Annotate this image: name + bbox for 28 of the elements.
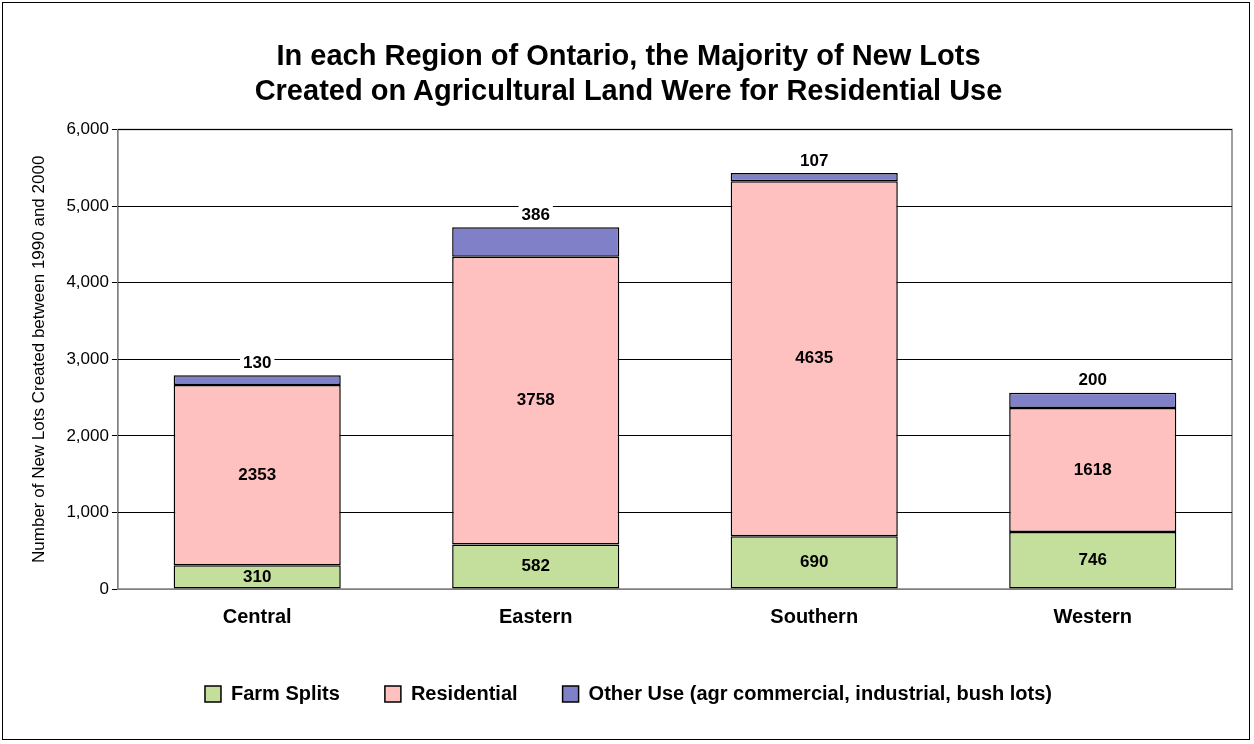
data-label: 582 bbox=[521, 556, 550, 576]
legend-label: Farm Splits bbox=[230, 681, 340, 704]
data-label: 746 bbox=[1078, 549, 1107, 569]
y-tick-label: 4,000 bbox=[66, 272, 109, 292]
data-label: 1618 bbox=[1073, 459, 1112, 479]
legend-label: Residential bbox=[410, 681, 518, 704]
data-label: 4635 bbox=[795, 348, 834, 368]
y-tick-label: 5,000 bbox=[66, 195, 109, 215]
data-label: 130 bbox=[243, 352, 272, 372]
data-label: 386 bbox=[521, 204, 550, 224]
y-tick-label: 2,000 bbox=[66, 425, 109, 445]
chart-title: In each Region of Ontario, the Majority of New Lots Created on Agricultural Land Were for Residential Use bbox=[254, 39, 1003, 107]
data-label: 310 bbox=[243, 566, 272, 586]
x-tick-label: Eastern bbox=[499, 604, 573, 627]
y-tick-label: 6,000 bbox=[66, 119, 109, 139]
data-label: 107 bbox=[800, 150, 829, 170]
x-tick-label: Western bbox=[1053, 604, 1133, 627]
data-label: 3758 bbox=[516, 390, 555, 410]
data-label: 690 bbox=[800, 552, 829, 572]
data-label: 2353 bbox=[238, 464, 277, 484]
data-label: 200 bbox=[1078, 370, 1107, 390]
y-tick-label: 1,000 bbox=[66, 502, 109, 522]
legend-label: Other Use (agr commercial, industrial, bush lots) bbox=[588, 681, 1053, 704]
y-tick-label: 0 bbox=[99, 578, 109, 598]
y-tick-label: 3,000 bbox=[66, 348, 109, 368]
y-axis-title: Number of New Lots Created between 1990 and 2000 bbox=[28, 155, 48, 563]
x-tick-label: Southern bbox=[770, 604, 859, 627]
x-tick-label: Central bbox=[222, 604, 292, 627]
